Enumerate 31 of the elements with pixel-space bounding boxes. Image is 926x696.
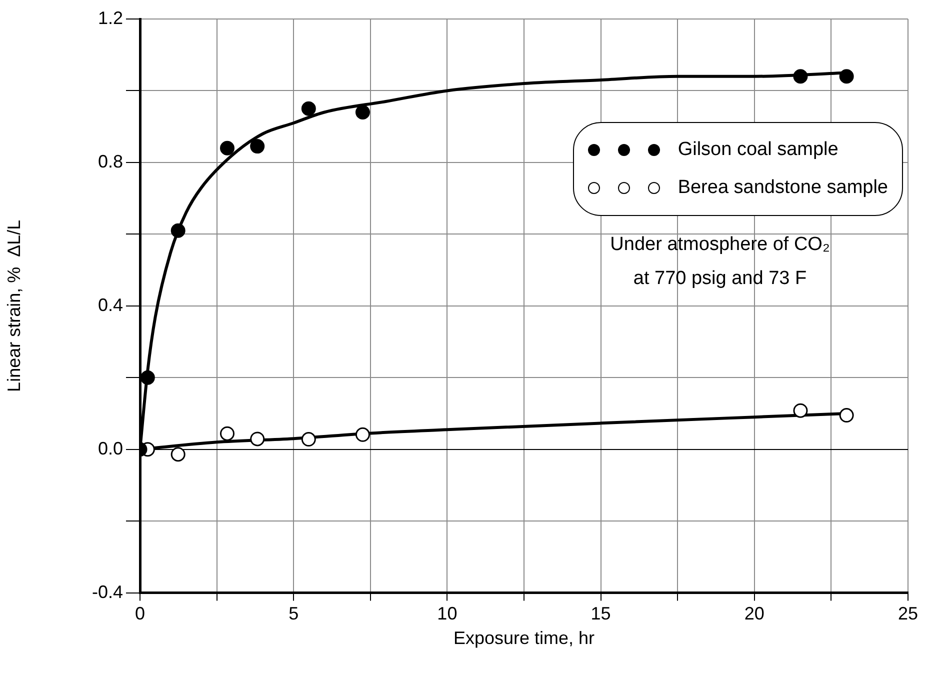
y-tick-label: 0.0 [98, 438, 123, 458]
annotation: Under atmosphere of CO₂ at 770 psig and 73 F [609, 233, 831, 291]
x-tick-label: 5 [288, 604, 299, 624]
x-tick-label: 25 [898, 604, 918, 624]
x-axis-title: Exposure time, hr [453, 628, 595, 648]
y-tick-label: 1.2 [98, 8, 123, 28]
point [250, 432, 265, 446]
point [140, 370, 155, 385]
x-tick-label: 10 [437, 604, 458, 624]
y-axis-title: Linear strain, % ΔL/L [4, 220, 24, 392]
y-tick-label: 0.8 [98, 151, 123, 172]
x-tick-label: 15 [590, 604, 611, 624]
legend-label: Gilson coal sample [678, 139, 838, 161]
point [839, 408, 854, 423]
point [170, 223, 186, 238]
legend-label: Berea sandstone sample [678, 177, 888, 199]
point [301, 432, 316, 447]
point [170, 447, 186, 462]
point [355, 427, 370, 442]
x-tick-label: 20 [744, 604, 764, 624]
point [793, 69, 808, 84]
point [355, 104, 370, 120]
y-tick-label: 0.4 [98, 294, 123, 315]
point [220, 140, 234, 156]
point [250, 139, 265, 154]
point [793, 403, 808, 418]
x-tick-label: 0 [134, 604, 146, 624]
point [301, 101, 316, 116]
point [839, 69, 854, 84]
point [220, 426, 234, 441]
y-tick-label: -0.4 [92, 582, 123, 602]
